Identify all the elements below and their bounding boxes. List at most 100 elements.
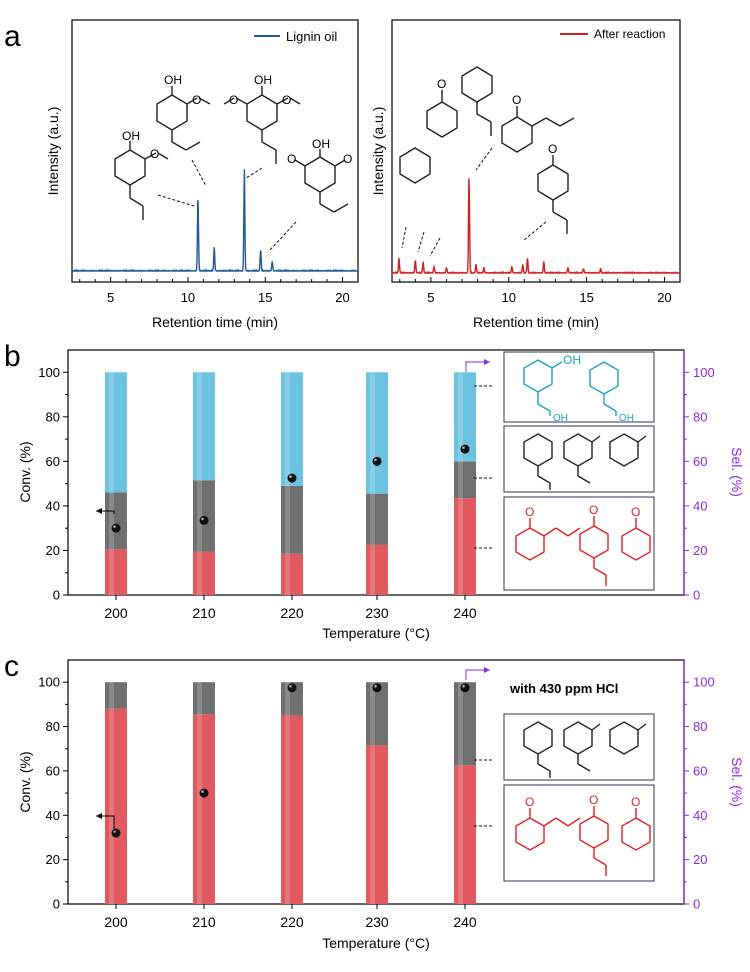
arrowhead	[484, 667, 490, 673]
plot-frame-a-left	[71, 19, 359, 283]
molecule-alkanes	[523, 433, 647, 490]
point-shine	[289, 475, 292, 478]
atom-o: O	[229, 93, 238, 107]
y2-tick-label: 60	[693, 763, 707, 778]
y-tick-label: 0	[53, 897, 60, 912]
bar-segment-alkanes	[366, 682, 388, 746]
bar-segment-ketones	[366, 544, 388, 595]
arrowhead	[484, 359, 490, 365]
trace-after-reaction	[391, 178, 681, 275]
arrow	[475, 147, 493, 171]
y2-tick-label: 60	[693, 454, 707, 469]
point-shine	[374, 458, 377, 462]
y-tick-label: 0	[53, 588, 60, 603]
structure-box-ketones	[503, 496, 655, 591]
y-tick-label: 60	[46, 763, 60, 778]
x-tick-label: 220	[280, 605, 304, 621]
atom-o: O	[525, 505, 534, 519]
point-shine	[462, 684, 465, 688]
bar-highlight	[109, 682, 114, 904]
conversion-point	[372, 456, 382, 466]
molecule-propylcyclohexanone-4	[537, 155, 569, 234]
x-tick-label: 240	[453, 605, 477, 621]
x-axis-label-b: Temperature (°C)	[322, 625, 430, 641]
bar-segment-ketones	[193, 551, 215, 595]
y2-tick-label: 100	[693, 365, 715, 380]
chromatogram-lignin-oil: 5 10 15 20 Lignin oil Retention time (min) …	[45, 19, 359, 330]
bar-segment-alkanes	[366, 493, 388, 545]
bars-b	[105, 372, 476, 595]
atom-o: O	[192, 93, 201, 107]
panel-label-c: c	[4, 650, 19, 683]
y-tick-label: 20	[46, 852, 60, 867]
y-tick-label: 80	[46, 719, 60, 734]
point-shine	[113, 525, 116, 528]
bar-highlight	[109, 372, 114, 595]
arrow-to-right-axis	[465, 361, 490, 372]
x-tick-label: 220	[280, 914, 304, 930]
arrow	[157, 194, 195, 207]
molecule-cyclohexanone	[426, 90, 458, 138]
atom-oh: OH	[312, 137, 330, 151]
molecule-propylcyclohexane	[461, 66, 493, 136]
x-tick-label: 210	[192, 914, 216, 930]
conversion-point	[460, 444, 470, 454]
y2-tick-label: 80	[693, 719, 707, 734]
conversion-point	[199, 788, 209, 798]
arrowhead	[96, 508, 102, 514]
y-tick-label: 80	[46, 409, 60, 424]
bar-segment-alcohols	[366, 372, 388, 494]
y2-axis-label-c: Sel. (%)	[729, 757, 745, 807]
bar-segment-ketones	[193, 714, 215, 904]
x-tick-label: 210	[192, 605, 216, 621]
bar-segment-ketones	[105, 708, 127, 904]
y-tick-label: 40	[46, 498, 60, 513]
molecule-cyclohexane	[399, 147, 431, 184]
arrow	[401, 226, 407, 249]
molecule-propylguaiacol	[114, 141, 169, 220]
conversion-point	[287, 683, 297, 693]
x-tick-labels-c: 200 210 220 230 240	[104, 904, 477, 930]
point-shine	[289, 684, 292, 688]
x-tick-label: 200	[104, 605, 128, 621]
y2-tick-label: 20	[693, 852, 707, 867]
atom-o: O	[525, 795, 534, 809]
bar-segment-ketones	[454, 765, 476, 904]
bar-segment-ketones	[281, 553, 303, 595]
molecule-alkanes	[523, 721, 647, 778]
x-axis-label-c: Temperature (°C)	[322, 935, 430, 951]
point-shine	[201, 517, 204, 521]
y-tick-label: 40	[46, 808, 60, 823]
x-tick-label: 200	[104, 914, 128, 930]
conversion-point	[111, 523, 121, 533]
bar-segment-ketones	[105, 549, 127, 595]
atom-o: O	[437, 77, 446, 91]
atom-o: O	[631, 795, 640, 809]
y-ticks-right-b: 0 20 40 60 80 100	[684, 365, 715, 603]
arrow	[417, 231, 425, 253]
bar-segment-alkanes	[105, 682, 127, 709]
y-ticks-right-c: 0 20 40 60 80 100	[684, 675, 715, 912]
y-axis-label-b: Conv. (%)	[17, 441, 33, 502]
y-tick-label: 20	[46, 543, 60, 558]
point-shine	[201, 790, 204, 793]
y2-tick-label: 80	[693, 409, 707, 424]
bar-segment-ketones	[454, 498, 476, 595]
molecule-propylsyringol	[223, 86, 301, 164]
bar-segment-alcohols	[281, 372, 303, 486]
x-ticks-a-right: 5 10 15 20	[399, 277, 681, 305]
bar-segment-ketones	[366, 745, 388, 904]
atom-oh: OH	[122, 129, 140, 143]
y-tick-label: 100	[38, 675, 60, 690]
bar-segment-alcohols	[105, 372, 127, 493]
bars-c	[105, 682, 476, 904]
x-tick-label: 15	[579, 290, 593, 305]
arrow	[245, 167, 263, 179]
x-tick-labels-b: 200 210 220 230 240	[104, 595, 477, 621]
bar-chart-b: 0 20 40 60 80 100 0 20 40 60 80 100 200 210 220 230 24…	[17, 349, 745, 641]
y2-tick-label: 20	[693, 543, 707, 558]
x-tick-label: 230	[365, 605, 389, 621]
atom-o: O	[287, 152, 296, 166]
panel-label-b: b	[4, 340, 21, 373]
